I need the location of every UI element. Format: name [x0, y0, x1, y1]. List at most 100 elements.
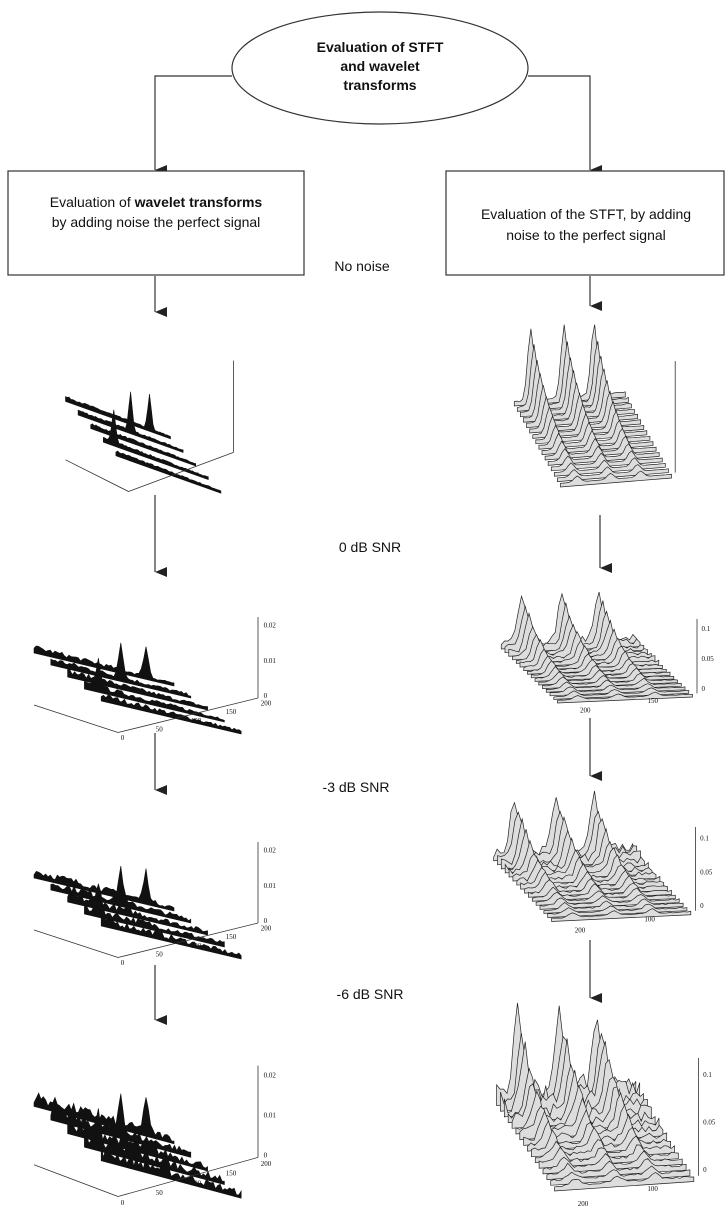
x-tick-label: 100 [647, 1185, 658, 1193]
ridge [84, 1108, 225, 1185]
ridge [33, 645, 175, 687]
surface-row [554, 1172, 695, 1192]
z-tick-label: 0.05 [703, 1119, 716, 1127]
z-tick-label: 0 [703, 1166, 707, 1174]
wavelet-plot: 0.02 0.01 0 0 50 100 150 200 [33, 1065, 277, 1207]
stage-label: No noise [334, 258, 389, 274]
surface-row [560, 470, 672, 488]
right-box [445, 170, 725, 276]
surface-row [538, 667, 675, 686]
x-tick-label: 150 [226, 1170, 237, 1178]
left-box [7, 170, 305, 276]
z-tick-label: 0.01 [264, 1111, 277, 1119]
x-tick-label: 100 [191, 717, 202, 725]
surface-row [544, 435, 657, 461]
ridge [65, 393, 171, 440]
x-tick-label: 100 [644, 916, 655, 924]
x-tick-label: 200 [261, 925, 272, 933]
base-axis [33, 1164, 119, 1197]
left-box-text: by adding noise the perfect signal [52, 214, 261, 230]
stage-label: -3 dB SNR [323, 779, 390, 795]
ridge [100, 694, 242, 735]
z-tick-label: 0 [264, 692, 268, 700]
x-tick-label: 0 [121, 959, 125, 967]
x-tick-label: 50 [156, 1189, 164, 1197]
surface-row [545, 677, 682, 693]
surface-row [550, 1165, 691, 1186]
surface-row [541, 427, 654, 455]
right-box-text: Evaluation of the STFT, by adding [481, 206, 691, 222]
surface-row [543, 898, 684, 914]
z-tick-label: 0.02 [264, 1072, 277, 1080]
wavelet-plot [65, 360, 234, 494]
x-tick-label: 100 [191, 1179, 202, 1187]
wavelet-plot: 0.02 0.01 0 0 50 100 150 200 [33, 842, 277, 967]
stft-plot: 0.1 0.05 0 200 100 [496, 1002, 716, 1208]
surface-row [542, 672, 678, 689]
ridge [100, 915, 242, 960]
root-text: and wavelet [340, 58, 420, 74]
base-axis [33, 704, 119, 733]
root-text: transforms [343, 77, 416, 93]
base-axis [117, 922, 259, 958]
ridge [67, 669, 208, 711]
surface-row [547, 443, 660, 466]
x-tick-label: 150 [226, 933, 237, 941]
x-tick-label: 200 [575, 926, 586, 934]
ridge [33, 868, 175, 912]
surface-row [542, 1150, 683, 1175]
connector [528, 75, 602, 175]
x-tick-label: 200 [580, 707, 591, 715]
surface-row [546, 1158, 687, 1180]
surface-row [553, 687, 690, 700]
left-box-bold: wavelet transforms [134, 194, 263, 210]
z-tick-label: 0 [264, 1151, 268, 1159]
surface-row [547, 903, 688, 918]
wavelet-plot: 0.02 0.01 0 0 50 100 150 200 [33, 617, 276, 742]
stft-plot: 0.1 0.05 0 200 100 [493, 790, 713, 934]
z-tick-label: 0.05 [702, 655, 715, 663]
connector [154, 75, 232, 175]
surface-row [549, 683, 686, 697]
base-axis [117, 697, 259, 733]
stft-plot: 0.1 0.05 0 200 150 [500, 591, 715, 715]
surface-row [550, 450, 663, 472]
ridge [90, 423, 196, 467]
x-tick-label: 50 [156, 725, 164, 733]
surface-row [557, 464, 669, 482]
x-tick-label: 100 [191, 942, 202, 950]
x-tick-label: 0 [121, 1199, 125, 1207]
base-axis [128, 452, 234, 492]
ridge [33, 1092, 175, 1145]
arrows [154, 276, 612, 1025]
root-ellipse [231, 11, 529, 125]
stft-plot [513, 324, 676, 488]
left-box-text: Evaluation of wavelet transforms [50, 194, 263, 210]
x-tick-label: 200 [578, 1200, 589, 1208]
ridge [67, 891, 208, 936]
surface-row [551, 908, 692, 922]
base-axis [117, 1157, 259, 1197]
z-tick-label: 0.01 [264, 882, 277, 890]
left-box-text: Evaluation of [50, 194, 135, 210]
root-text: Evaluation of STFT [317, 39, 444, 55]
surface-row [553, 457, 666, 477]
z-tick-label: 0.02 [264, 847, 277, 855]
right-box-text: noise to the perfect signal [506, 227, 666, 243]
x-tick-label: 150 [648, 697, 659, 705]
surface-row [535, 887, 676, 906]
x-tick-label: 200 [261, 700, 272, 708]
z-tick-label: 0.1 [702, 625, 711, 633]
z-tick-label: 0 [702, 685, 706, 693]
surface-row [557, 691, 693, 704]
z-tick-label: 0.1 [703, 1071, 712, 1079]
x-tick-label: 200 [261, 1160, 272, 1168]
z-tick-label: 0.1 [700, 835, 709, 843]
ridge [115, 450, 222, 494]
x-tick-label: 50 [156, 950, 164, 958]
stage-label: 0 dB SNR [339, 539, 401, 555]
stage-label: -6 dB SNR [337, 986, 404, 1002]
z-tick-label: 0.05 [700, 868, 713, 876]
z-tick-label: 0 [700, 902, 704, 910]
